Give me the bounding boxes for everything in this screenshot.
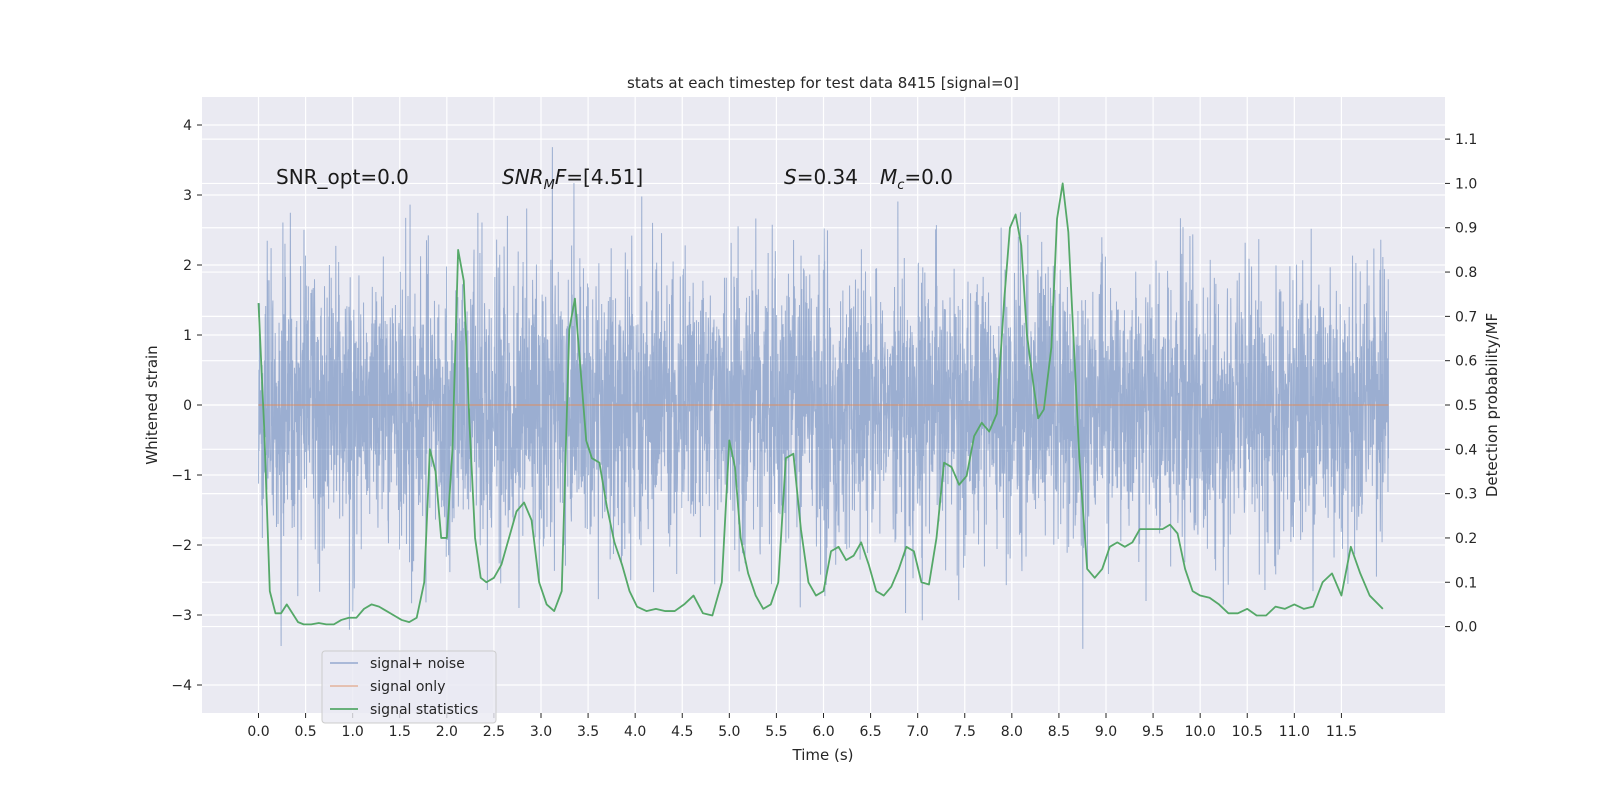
x-tick-label: 3.5 <box>577 724 599 740</box>
annotation-mc-value: =0.0 <box>904 165 953 189</box>
signal-noise-series <box>258 147 1389 649</box>
y-axis-left: 4 3 2 1 0 −1 −2 −3 −4 <box>171 118 202 694</box>
y-tick-label: 4 <box>183 118 192 134</box>
y-tick-label: 1 <box>183 328 192 344</box>
y-axis-label: Whitened strain <box>143 345 161 464</box>
x-tick-label: 10.5 <box>1232 724 1263 740</box>
x-tick-label: 1.5 <box>389 724 411 740</box>
annotation-mc-subscript: c <box>897 178 904 193</box>
legend-box <box>321 650 497 724</box>
y-tick-label: −3 <box>171 608 192 624</box>
annotation-snr-mf-name: SNR <box>502 165 544 189</box>
annotation-snr-mf: SNRMF=[4.51] <box>502 165 643 193</box>
y-tick-label: −4 <box>171 678 192 694</box>
x-tick-label: 10.0 <box>1185 724 1216 740</box>
y-right-tick-label: 0.0 <box>1455 620 1477 636</box>
x-tick-label: 5.5 <box>765 724 787 740</box>
y-right-tick-label: 0.5 <box>1455 398 1477 414</box>
chart-title: stats at each timestep for test data 841… <box>627 74 1019 92</box>
x-tick-label: 6.0 <box>812 724 834 740</box>
x-tick-label: 3.0 <box>530 724 552 740</box>
annotation-mc: Mc=0.0 <box>880 165 953 193</box>
signal-noise-line <box>258 147 1389 649</box>
legend: signal+ noise signal only signal statist… <box>321 650 497 724</box>
x-tick-label: 9.0 <box>1095 724 1117 740</box>
y-right-tick-label: 0.9 <box>1455 221 1477 237</box>
y-tick-label: 2 <box>183 258 192 274</box>
y-tick-label: −1 <box>171 468 192 484</box>
y-right-tick-label: 1.0 <box>1455 176 1477 192</box>
x-tick-label: 0.5 <box>294 724 316 740</box>
annotation-snr-mf-subscript: M <box>544 178 555 193</box>
x-tick-label: 6.5 <box>859 724 881 740</box>
x-tick-label: 7.5 <box>954 724 976 740</box>
y-tick-label: 3 <box>183 188 192 204</box>
x-tick-label: 5.0 <box>718 724 740 740</box>
y-right-tick-label: 0.2 <box>1455 531 1477 547</box>
legend-label-signal-noise: signal+ noise <box>370 656 465 672</box>
y-right-tick-label: 1.1 <box>1455 132 1477 148</box>
y-axis-right: 1.1 1.0 0.9 0.8 0.7 0.6 0.5 0.4 0.3 0.2 0.1 0.0 <box>1445 132 1477 636</box>
x-tick-label: 2.0 <box>436 724 458 740</box>
annotation-snr-mf-var: F <box>555 165 567 189</box>
y-tick-label: 0 <box>183 398 192 414</box>
x-tick-label: 11.0 <box>1279 724 1310 740</box>
x-tick-label: 8.0 <box>1001 724 1023 740</box>
annotation-s-value: =0.34 <box>797 165 858 189</box>
annotation-snr-mf-value: =[4.51] <box>566 165 643 189</box>
x-tick-label: 1.0 <box>342 724 364 740</box>
y-right-tick-label: 0.4 <box>1455 442 1477 458</box>
x-tick-label: 2.5 <box>483 724 505 740</box>
y-right-tick-label: 0.6 <box>1455 354 1477 370</box>
annotation-snr-opt: SNR_opt=0.0 <box>276 165 409 189</box>
y-tick-label: −2 <box>171 538 192 554</box>
y-right-tick-label: 0.1 <box>1455 575 1477 591</box>
x-axis-label: Time (s) <box>792 746 854 764</box>
x-tick-label: 11.5 <box>1326 724 1357 740</box>
annotation-s: S=0.34 <box>784 165 858 189</box>
y-axis-right-label: Detection probability/MF <box>1483 313 1501 497</box>
signal-statistics-line <box>257 182 1384 626</box>
y-right-tick-label: 0.8 <box>1455 265 1477 281</box>
x-tick-label: 9.5 <box>1142 724 1164 740</box>
x-tick-label: 4.5 <box>671 724 693 740</box>
y-right-tick-label: 0.7 <box>1455 309 1477 325</box>
annotation-s-name: S <box>784 165 797 189</box>
x-tick-label: 8.5 <box>1048 724 1070 740</box>
x-tick-label: 4.0 <box>624 724 646 740</box>
x-tick-label: 7.0 <box>907 724 929 740</box>
x-tick-label: 0.0 <box>247 724 269 740</box>
annotation-mc-name: M <box>880 165 897 189</box>
legend-label-signal-only: signal only <box>370 679 445 695</box>
y-right-tick-label: 0.3 <box>1455 487 1477 503</box>
x-axis: 0.0 0.5 1.0 1.5 2.0 2.5 3.0 3.5 4.0 4.5 5.0 5.5 6.0 6… <box>247 713 1357 740</box>
legend-label-signal-statistics: signal statistics <box>370 702 478 718</box>
signal-statistics-series <box>257 182 1384 626</box>
